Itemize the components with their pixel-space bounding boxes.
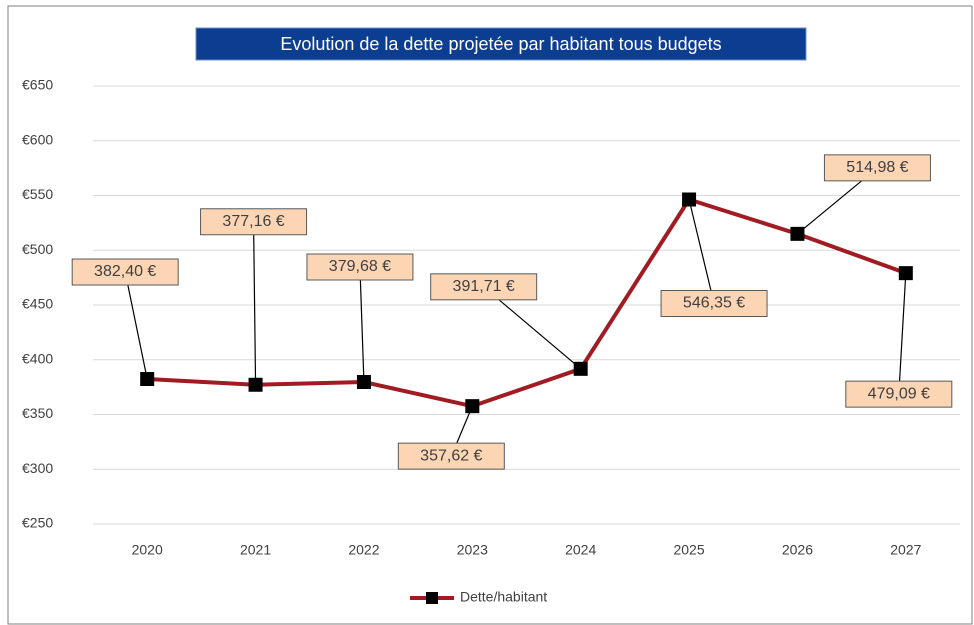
y-tick-label: €350 bbox=[22, 405, 53, 421]
leader-line bbox=[688, 199, 715, 304]
y-tick-label: €600 bbox=[22, 131, 53, 147]
x-tick-label: 2022 bbox=[348, 542, 379, 558]
chart-title: Evolution de la dette projetée par habit… bbox=[280, 34, 721, 54]
marker bbox=[790, 226, 805, 241]
data-label: 377,16 € bbox=[222, 213, 284, 230]
title-box bbox=[195, 27, 807, 61]
data-label: 382,40 € bbox=[94, 263, 156, 280]
label-box bbox=[660, 289, 768, 317]
x-tick-label: 2024 bbox=[565, 542, 596, 558]
y-tick-label: €500 bbox=[22, 241, 53, 257]
marker bbox=[573, 361, 588, 376]
data-label: 391,71 € bbox=[453, 278, 515, 295]
data-label: 479,09 € bbox=[868, 385, 930, 402]
marker bbox=[898, 266, 913, 281]
legend-marker bbox=[426, 592, 438, 604]
marker bbox=[248, 377, 263, 392]
x-tick-label: 2025 bbox=[673, 542, 704, 558]
y-tick-label: €550 bbox=[22, 186, 53, 202]
chart-frame bbox=[7, 5, 973, 625]
marker bbox=[682, 192, 697, 207]
leader-line bbox=[898, 273, 907, 395]
y-tick-label: €650 bbox=[22, 77, 53, 93]
x-tick-label: 2021 bbox=[240, 542, 271, 558]
x-tick-label: 2027 bbox=[890, 542, 921, 558]
x-tick-label: 2020 bbox=[132, 542, 163, 558]
label-box bbox=[845, 380, 953, 408]
leader-line bbox=[483, 286, 582, 370]
series-line bbox=[147, 197, 907, 409]
data-label: 379,68 € bbox=[329, 258, 391, 275]
x-tick-label: 2026 bbox=[782, 542, 813, 558]
data-label: 357,62 € bbox=[420, 447, 482, 464]
leader-line bbox=[124, 271, 148, 380]
leader-line bbox=[252, 221, 257, 385]
marker bbox=[356, 375, 371, 390]
y-tick-label: €250 bbox=[22, 515, 53, 531]
y-tick-label: €400 bbox=[22, 350, 53, 366]
y-tick-label: €450 bbox=[22, 296, 53, 312]
data-label: 514,98 € bbox=[846, 159, 908, 176]
label-box bbox=[200, 208, 308, 236]
marker bbox=[140, 372, 155, 387]
label-box bbox=[430, 273, 538, 301]
leader-line bbox=[359, 266, 365, 383]
label-box bbox=[71, 258, 179, 286]
data-label: 546,35 € bbox=[683, 295, 745, 312]
legend-label: Dette/habitant bbox=[460, 589, 547, 605]
label-box bbox=[306, 253, 414, 281]
marker bbox=[465, 399, 480, 414]
x-tick-label: 2023 bbox=[457, 542, 488, 558]
y-tick-label: €300 bbox=[22, 460, 53, 476]
label-box bbox=[823, 154, 931, 182]
label-box bbox=[397, 442, 505, 470]
